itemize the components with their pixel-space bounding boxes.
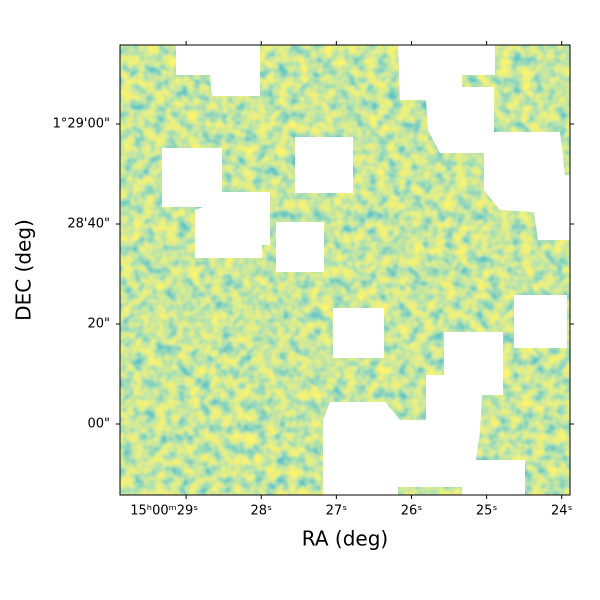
mask: [333, 308, 384, 358]
y-tick-label: 1°29'00": [53, 117, 110, 132]
mask: [295, 137, 353, 193]
masked-regions: [162, 45, 570, 495]
x-tick-label: 27ˢ: [326, 504, 348, 519]
y-tick-label: 28'40": [67, 217, 110, 232]
x-tick-label: 26ˢ: [401, 504, 423, 519]
axes-frame: [119, 44, 571, 496]
x-tick-label: 25ˢ: [476, 504, 498, 519]
x-axis-label: RA (deg): [302, 527, 388, 551]
mask: [398, 45, 570, 240]
x-tick-label: 28ˢ: [251, 504, 273, 519]
mask: [176, 45, 260, 96]
mask: [162, 148, 270, 258]
image: [120, 45, 570, 495]
mask: [323, 332, 525, 495]
x-tick-label: 15ʰ00ᵐ29ˢ: [130, 504, 198, 519]
y-tick-label: 00": [87, 417, 110, 432]
y-tick-label: 20": [87, 317, 110, 332]
y-axis-label: DEC (deg): [12, 219, 36, 321]
mask: [514, 295, 567, 348]
x-tick-label: 24ˢ: [551, 504, 573, 519]
mask: [276, 222, 324, 272]
